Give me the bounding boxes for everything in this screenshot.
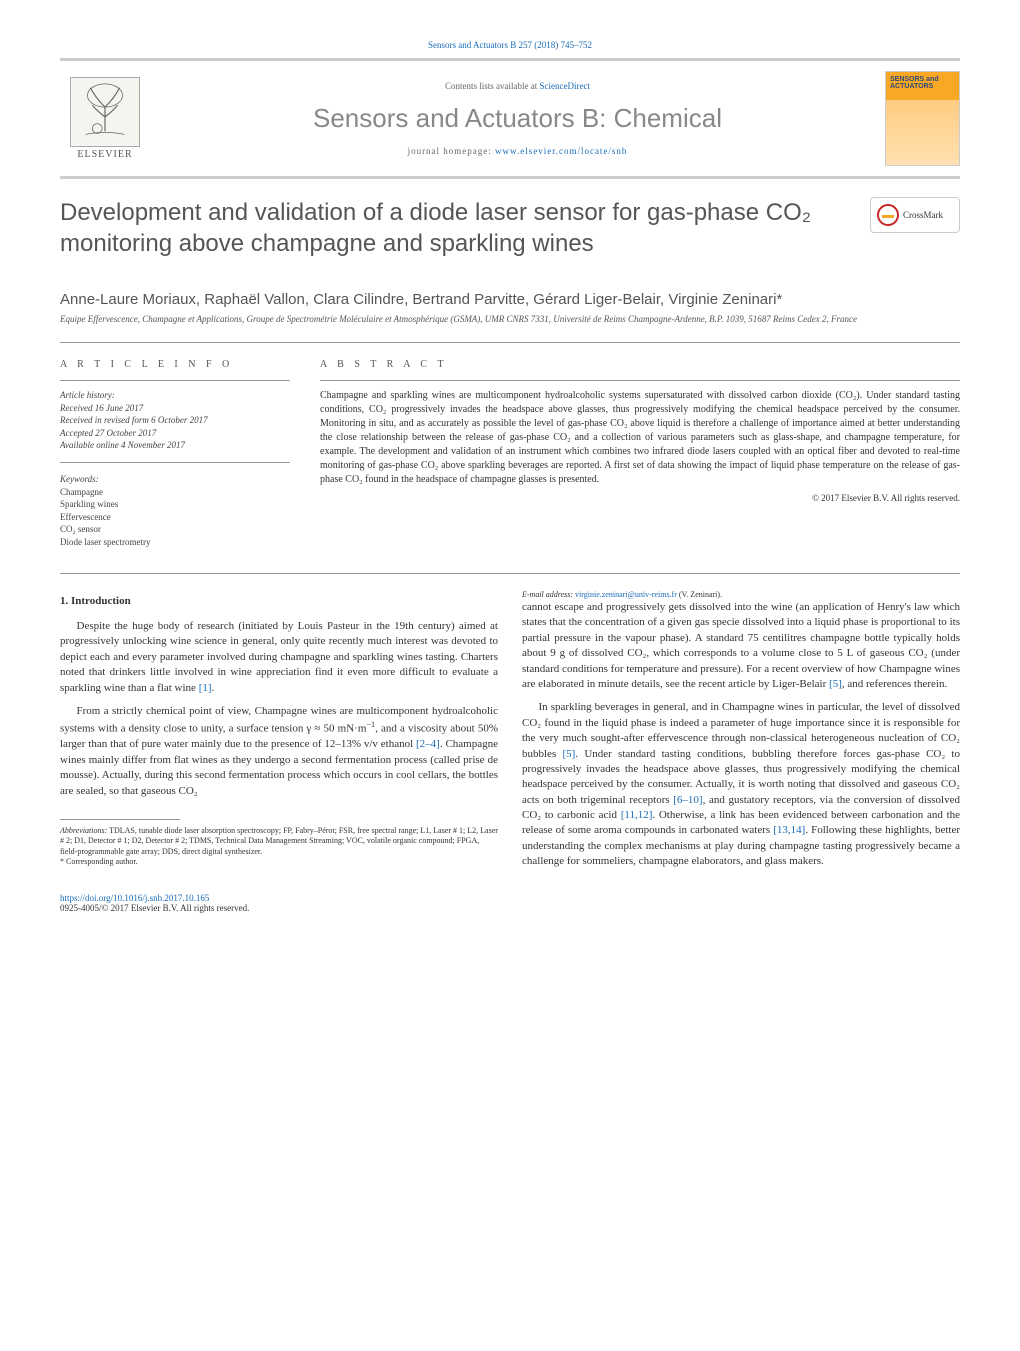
ref-link[interactable]: [5] <box>829 678 842 690</box>
article-history: Article history: Received 16 June 2017 R… <box>60 389 290 463</box>
journal-homepage-link[interactable]: www.elsevier.com/locate/snb <box>495 146 627 156</box>
ref-link[interactable]: [5] <box>562 748 575 760</box>
footnote-rule <box>60 819 180 820</box>
email-link[interactable]: virginie.zeninari@univ-reims.fr <box>575 590 677 599</box>
history-label: Article history: <box>60 389 290 402</box>
abbrev-text: TDLAS, tunable diode laser absorption sp… <box>60 826 498 856</box>
p3b-text: , and references therein. <box>842 678 947 690</box>
ref-link[interactable]: [13,14] <box>773 824 805 836</box>
journal-reference-header: Sensors and Actuators B 257 (2018) 745–7… <box>60 40 960 50</box>
homepage-prefix: journal homepage: <box>408 146 495 156</box>
contents-line: Contents lists available at ScienceDirec… <box>160 81 875 91</box>
authors-list: Anne-Laure Moriaux, Raphaël Vallon, Clar… <box>60 291 960 308</box>
p3a-text: cannot escape and progressively gets dis… <box>522 601 960 690</box>
journal-homepage-line: journal homepage: www.elsevier.com/locat… <box>160 146 875 156</box>
history-revised: Received in revised form 6 October 2017 <box>60 414 290 427</box>
sciencedirect-link[interactable]: ScienceDirect <box>540 81 590 91</box>
cover-line1: SENSORS and <box>890 76 939 83</box>
footnote-abbrev: Abbreviations: TDLAS, tunable diode lase… <box>60 826 498 857</box>
footnote-email: E-mail address: virginie.zeninari@univ-r… <box>522 590 960 600</box>
doi-link[interactable]: https://doi.org/10.1016/j.snb.2017.10.16… <box>60 893 209 903</box>
article-info-label: A R T I C L E I N F O <box>60 359 290 370</box>
email-label: E-mail address: <box>522 590 575 599</box>
abstract-divider <box>320 380 960 381</box>
ref-link[interactable]: [11,12] <box>621 809 653 821</box>
elsevier-tree-icon <box>70 77 140 147</box>
journal-banner: ELSEVIER Contents lists available at Sci… <box>60 58 960 179</box>
abstract-copyright: © 2017 Elsevier B.V. All rights reserved… <box>320 493 960 503</box>
journal-cover-thumbnail[interactable]: SENSORS and ACTUATORS <box>885 71 960 166</box>
history-accepted: Accepted 27 October 2017 <box>60 427 290 440</box>
info-divider <box>60 380 290 381</box>
body-paragraph: Despite the huge body of research (initi… <box>60 619 498 696</box>
elsevier-text: ELSEVIER <box>77 149 132 160</box>
body-paragraph: From a strictly chemical point of view, … <box>60 704 498 799</box>
paper-title: Development and validation of a diode la… <box>60 197 858 259</box>
issn-copyright: 0925-4005/© 2017 Elsevier B.V. All right… <box>60 903 249 913</box>
article-info-column: A R T I C L E I N F O Article history: R… <box>60 359 290 549</box>
abstract-label: A B S T R A C T <box>320 359 960 370</box>
body-paragraph: cannot escape and progressively gets dis… <box>522 600 960 692</box>
crossmark-badge[interactable]: CrossMark <box>870 197 960 233</box>
keywords-label: Keywords: <box>60 473 290 486</box>
cover-line2: ACTUATORS <box>890 83 939 90</box>
ref-link[interactable]: [2–4] <box>416 738 440 750</box>
email-suffix: (V. Zeninari). <box>677 590 722 599</box>
footnote-corresponding: * Corresponding author. <box>60 857 498 867</box>
abstract-text: Champagne and sparkling wines are multic… <box>320 389 960 487</box>
crossmark-icon <box>877 204 899 226</box>
ref-link[interactable]: [1] <box>199 682 212 694</box>
abstract-column: A B S T R A C T Champagne and sparkling … <box>320 359 960 549</box>
p1-text: Despite the huge body of research (initi… <box>60 620 498 694</box>
elsevier-logo[interactable]: ELSEVIER <box>60 77 150 160</box>
p1-end: . <box>212 682 215 694</box>
body-paragraph: In sparkling beverages in general, and i… <box>522 700 960 869</box>
intro-heading: 1. Introduction <box>60 594 498 609</box>
keyword-item: Effervescence <box>60 511 290 524</box>
crossmark-label: CrossMark <box>903 210 943 220</box>
journal-ref-link[interactable]: Sensors and Actuators B 257 (2018) 745–7… <box>428 40 592 50</box>
keywords-block: Keywords: Champagne Sparkling wines Effe… <box>60 473 290 549</box>
divider-bottom <box>60 573 960 574</box>
contents-prefix: Contents lists available at <box>445 81 539 91</box>
affiliation: Equipe Effervescence, Champagne et Appli… <box>60 314 960 326</box>
doi-block: https://doi.org/10.1016/j.snb.2017.10.16… <box>60 893 960 913</box>
keyword-item: Champagne <box>60 486 290 499</box>
journal-name: Sensors and Actuators B: Chemical <box>160 103 875 134</box>
abbrev-label: Abbreviations: <box>60 826 107 835</box>
keyword-item: CO₂ sensor <box>60 523 290 536</box>
body-text: 1. Introduction Despite the huge body of… <box>60 590 960 873</box>
divider-top <box>60 342 960 343</box>
history-online: Available online 4 November 2017 <box>60 439 290 452</box>
ref-link[interactable]: [6–10] <box>673 794 702 806</box>
history-received: Received 16 June 2017 <box>60 402 290 415</box>
keyword-item: Sparkling wines <box>60 498 290 511</box>
keyword-item: Diode laser spectrometry <box>60 536 290 549</box>
